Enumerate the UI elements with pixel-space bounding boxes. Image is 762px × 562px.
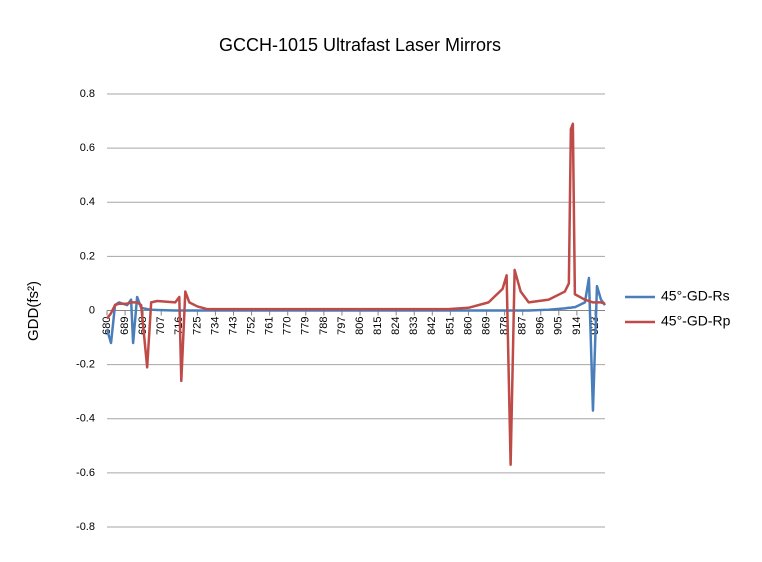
y-tick-label: 0.6 [80,142,95,154]
x-tick-label: 860 [462,317,474,335]
x-tick-label: 833 [408,317,420,335]
x-tick-label: 797 [336,317,348,335]
legend-label: 45°-GD-Rs [661,288,730,304]
chart-title: GCCH-1015 Ultrafast Laser Mirrors [219,35,501,55]
x-tick-label: 914 [571,317,583,335]
x-tick-label: 824 [390,317,402,335]
y-tick-label: -0.2 [76,359,95,371]
x-tick-label: 815 [372,317,384,335]
y-tick-label: -0.8 [76,521,95,533]
x-tick-label: 743 [227,317,239,335]
legend-label: 45°-GD-Rp [661,313,731,329]
y-tick-label: 0 [89,304,95,316]
y-tick-label: 0.4 [80,196,95,208]
y-tick-label: -0.4 [76,413,95,425]
x-tick-label: 779 [300,317,312,335]
y-tick-label: -0.6 [76,467,95,479]
x-tick-label: 842 [426,317,438,335]
x-tick-label: 896 [535,317,547,335]
x-tick-label: 680 [101,317,113,335]
x-tick-label: 707 [155,317,167,335]
series-line [105,122,606,467]
x-tick-label: 734 [209,317,221,335]
y-axis-label: GDD(fs²) [25,281,42,341]
x-tick-label: 851 [444,317,456,335]
x-tick-label: 725 [191,317,203,335]
x-tick-label: 905 [553,317,565,335]
x-tick-label: 770 [282,317,294,335]
series-line [105,276,607,412]
x-tick-label: 887 [517,317,529,335]
x-tick-label: 752 [245,317,257,335]
x-tick-label: 689 [119,317,131,335]
y-tick-label: 0.8 [80,88,95,100]
x-tick-label: 788 [318,317,330,335]
x-tick-label: 806 [354,317,366,335]
x-tick-label: 869 [480,317,492,335]
x-tick-label: 761 [264,317,276,335]
y-tick-label: 0.2 [80,250,95,262]
